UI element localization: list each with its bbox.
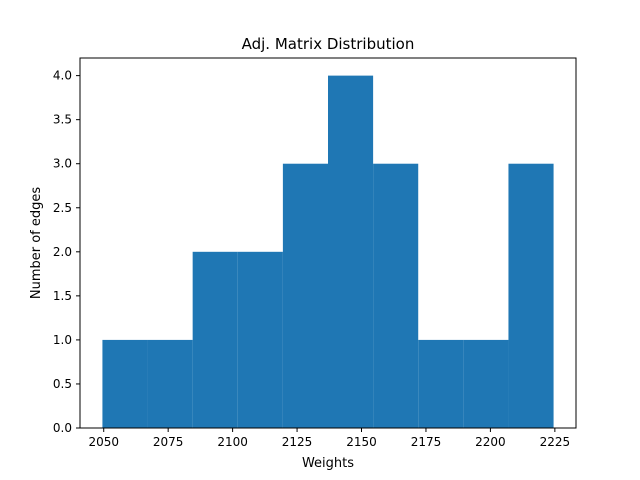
x-tick-label: 2100: [217, 435, 248, 449]
x-tick-label: 2050: [88, 435, 119, 449]
y-tick-label: 3.5: [53, 113, 72, 127]
x-tick-label: 2225: [540, 435, 571, 449]
y-tick-label: 1.5: [53, 289, 72, 303]
y-tick-label: 0.5: [53, 377, 72, 391]
x-tick-label: 2175: [411, 435, 442, 449]
y-axis-ticks: 0.0 0.5 1.0 1.5 2.0 2.5 3.0 3.5 4.0: [53, 69, 80, 435]
histogram-bar-9: [508, 163, 554, 428]
y-tick-label: 0.0: [53, 421, 72, 435]
histogram-bar-3: [237, 251, 283, 428]
plot-frame: [79, 57, 577, 429]
bars-group: [102, 75, 554, 428]
histogram-bar-0: [102, 339, 148, 428]
histogram-bar-1: [147, 339, 193, 428]
y-axis-label: Number of edges: [29, 187, 44, 300]
histogram-bar-4: [282, 163, 328, 428]
x-tick-label: 2075: [153, 435, 184, 449]
histogram-bar-2: [192, 251, 238, 428]
y-tick-label: 2.0: [53, 245, 72, 259]
x-tick-label: 2125: [282, 435, 313, 449]
y-tick-label: 3.0: [53, 157, 72, 171]
y-tick-label: 2.5: [53, 201, 72, 215]
x-axis-label: Weights: [302, 456, 354, 471]
x-tick-label: 2200: [475, 435, 506, 449]
chart-title: Adj. Matrix Distribution: [242, 35, 415, 53]
x-tick-label: 2150: [346, 435, 377, 449]
histogram-bar-5: [328, 75, 374, 428]
y-tick-label: 1.0: [53, 333, 72, 347]
x-axis-ticks: 2050 2075 2100 2125 2150 2175 2200 2225: [88, 428, 570, 449]
histogram-bar-8: [463, 339, 509, 428]
y-tick-label: 4.0: [53, 69, 72, 83]
histogram-bar-6: [373, 163, 419, 428]
histogram-bar-7: [418, 339, 464, 428]
